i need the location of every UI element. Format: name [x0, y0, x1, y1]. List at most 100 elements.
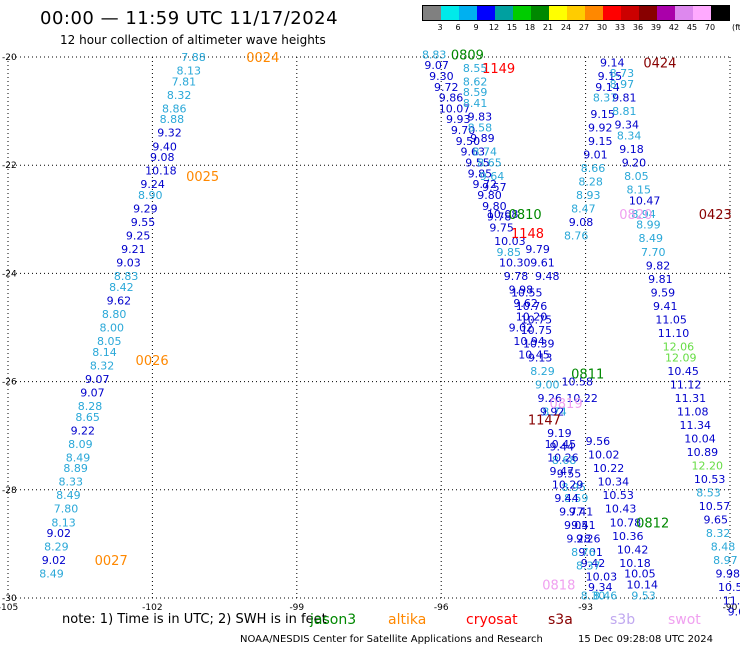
- wave-height-value: 9.83: [468, 111, 493, 124]
- wave-height-value: 8.80: [102, 308, 127, 321]
- wave-height-value: 9.02: [42, 554, 66, 567]
- wave-height-value: 11.05: [655, 313, 687, 326]
- wave-height-value: 9.41: [569, 505, 594, 518]
- wave-height-value: 8.99: [636, 219, 661, 232]
- footer-credit: NOAA/NESDIS Center for Satellite Applica…: [240, 634, 713, 645]
- wave-height-value: 9.32: [157, 127, 182, 140]
- wave-height-value: 11.31: [675, 392, 707, 405]
- satellite-legend-item: jason3: [310, 612, 357, 628]
- wave-height-value: 8.83: [422, 48, 447, 61]
- color-scale-label: 6: [455, 23, 461, 32]
- wave-height-value: 9.07: [424, 59, 449, 72]
- pass-time-label: 0810: [509, 208, 542, 223]
- wave-height-value: 9.25: [126, 230, 151, 243]
- wave-height-value: 10.53: [602, 489, 634, 502]
- wave-height-value: 8.65: [477, 156, 502, 169]
- wave-height-value: 8.49: [39, 568, 64, 581]
- pass-time-label: 0025: [186, 170, 219, 185]
- wave-height-value: 9.89: [470, 132, 495, 145]
- wave-height-value: 10.04: [684, 432, 716, 445]
- wave-height-value: 9.42: [581, 557, 606, 570]
- wave-height-value: 9.03: [116, 257, 141, 270]
- wave-height-value: 9.15: [590, 108, 615, 121]
- wave-height-value: 7.70: [641, 246, 666, 259]
- wave-height-value: 11.09: [723, 595, 740, 608]
- wave-height-value: 9.41: [653, 300, 678, 313]
- wave-height-value: 9.92: [588, 121, 613, 134]
- wave-height-value: 8.33: [59, 476, 84, 489]
- pass-time-label: 1147: [528, 413, 561, 428]
- wave-height-value: 10.89: [687, 446, 719, 459]
- wave-height-value: 8.37: [576, 560, 601, 573]
- wave-height-value: 7.81: [172, 75, 197, 88]
- wave-height-value: 10.78: [610, 516, 642, 529]
- wave-height-value: 9.72: [434, 81, 459, 94]
- wave-height-value: 10.02: [588, 449, 620, 462]
- wave-height-value: 8.48: [711, 541, 736, 554]
- wave-height-value: 9.01: [578, 546, 603, 559]
- color-scale-label: 45: [686, 23, 698, 32]
- wave-height-value: 8.74: [542, 405, 567, 418]
- wave-height-value: 7.88: [181, 51, 206, 64]
- wave-height-value: 9.44: [550, 441, 575, 454]
- wave-height-value: 8.29: [530, 365, 555, 378]
- color-scale-label: 18: [524, 23, 536, 32]
- wave-height-value: 9.64: [480, 170, 505, 183]
- pass-time-label: 0424: [643, 56, 676, 71]
- wave-height-value: 10.94: [513, 335, 545, 348]
- wave-height-value: 12.09: [665, 351, 697, 364]
- wave-height-value: 9.55: [131, 216, 156, 229]
- wave-height-value: 10.07: [439, 102, 471, 115]
- wave-height-value: 10.76: [516, 300, 548, 313]
- wave-height-value: 9.56: [586, 435, 611, 448]
- wave-height-value: 8.65: [75, 411, 100, 424]
- pass-time-label: 0820: [619, 208, 652, 223]
- wave-height-value: 9.18: [619, 143, 644, 156]
- wave-height-value: 9.70: [451, 124, 476, 137]
- wave-height-value: 10.26: [547, 451, 579, 464]
- wave-height-value: 10.47: [629, 194, 661, 207]
- wave-height-value: 9.77: [559, 505, 584, 518]
- wave-height-value: 9.50: [456, 135, 481, 148]
- wave-height-value: 8.29: [44, 541, 69, 554]
- wave-height-value: 9.98: [509, 284, 534, 297]
- wave-height-value: 9.40: [152, 140, 177, 153]
- wave-height-value: 8.41: [463, 97, 488, 110]
- wave-height-value: 9.75: [489, 221, 514, 234]
- satellite-legend-item: altika: [388, 612, 427, 628]
- wave-height-value: 10.22: [593, 462, 625, 475]
- wave-height-value: 9.82: [646, 259, 671, 272]
- wave-height-value: 10.75: [521, 324, 553, 337]
- wave-height-value: 11.10: [658, 327, 690, 340]
- color-scale-label: 39: [650, 23, 662, 32]
- x-tick-label: -102: [142, 603, 162, 613]
- wave-height-value: 8.05: [624, 170, 649, 183]
- axis-ticks: -105 -102 -99 -96 -93 -90 -20 -22 -24 -26 -28 -30: [0, 53, 738, 613]
- wave-height-value: 9.07: [85, 373, 110, 386]
- wave-height-value: 8.42: [109, 281, 134, 294]
- wave-height-value: 8.15: [627, 184, 652, 197]
- pass-time-label: 0027: [95, 554, 128, 569]
- wave-height-value: 8.90: [138, 189, 163, 202]
- color-swatch: [693, 6, 711, 20]
- satellite-legend-item: swot: [668, 612, 701, 628]
- wave-height-value: 8.30: [581, 589, 606, 602]
- wave-height-value: 8.76: [564, 230, 589, 243]
- pass-time-label: 0423: [699, 208, 732, 223]
- color-scale-label: 42: [668, 23, 680, 32]
- wave-height-value: 8.00: [99, 322, 124, 335]
- wave-height-value: 10.05: [624, 568, 656, 581]
- wave-height-value: 10.34: [598, 476, 630, 489]
- wave-height-value: 10.20: [516, 311, 548, 324]
- color-scale-label: 27: [578, 23, 590, 32]
- wave-height-value: 9.13: [528, 351, 553, 364]
- wave-height-value: 9.20: [622, 156, 647, 169]
- x-tick-label: -93: [578, 603, 593, 613]
- pass-time-label: 0818: [542, 578, 575, 593]
- wave-height-value: 10.36: [612, 530, 644, 543]
- wave-height-value: 10.39: [523, 338, 555, 351]
- pass-time-label: 0811: [571, 367, 604, 382]
- wave-height-value: 10.08: [487, 208, 518, 221]
- wave-height-value: 9.30: [429, 70, 454, 83]
